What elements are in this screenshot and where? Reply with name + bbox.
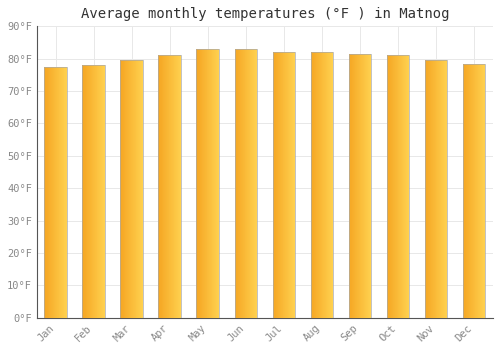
Bar bbox=[424, 60, 448, 318]
Bar bbox=[196, 49, 220, 318]
Bar bbox=[234, 49, 258, 318]
Bar bbox=[120, 60, 144, 318]
Title: Average monthly temperatures (°F ) in Matnog: Average monthly temperatures (°F ) in Ma… bbox=[80, 7, 449, 21]
Bar bbox=[348, 54, 372, 318]
Bar bbox=[44, 67, 67, 318]
Bar bbox=[386, 55, 409, 318]
Bar bbox=[310, 52, 334, 318]
Bar bbox=[82, 65, 105, 318]
Bar bbox=[462, 64, 485, 318]
Bar bbox=[272, 52, 295, 318]
Bar bbox=[158, 55, 182, 318]
